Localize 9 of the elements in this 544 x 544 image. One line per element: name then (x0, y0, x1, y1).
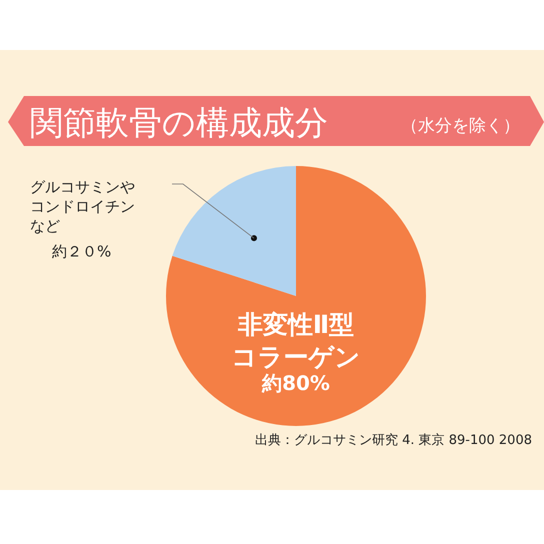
pie-slice (166, 166, 426, 426)
data-label: 約２０% (52, 242, 112, 260)
source-note: 出典：グルコサミン研究 4. 東京 89-100 2008 (254, 433, 532, 448)
slice-label: グルコサミンやコンドロイチンなど (30, 178, 135, 235)
pie-slice (172, 166, 296, 296)
slice-label: 非変性Ⅱ型コラーゲン (232, 310, 360, 372)
data-label: 約80% (261, 371, 330, 395)
chart-title: 関節軟骨の構成成分 (30, 103, 328, 142)
text: （水分を除く） (401, 116, 520, 136)
